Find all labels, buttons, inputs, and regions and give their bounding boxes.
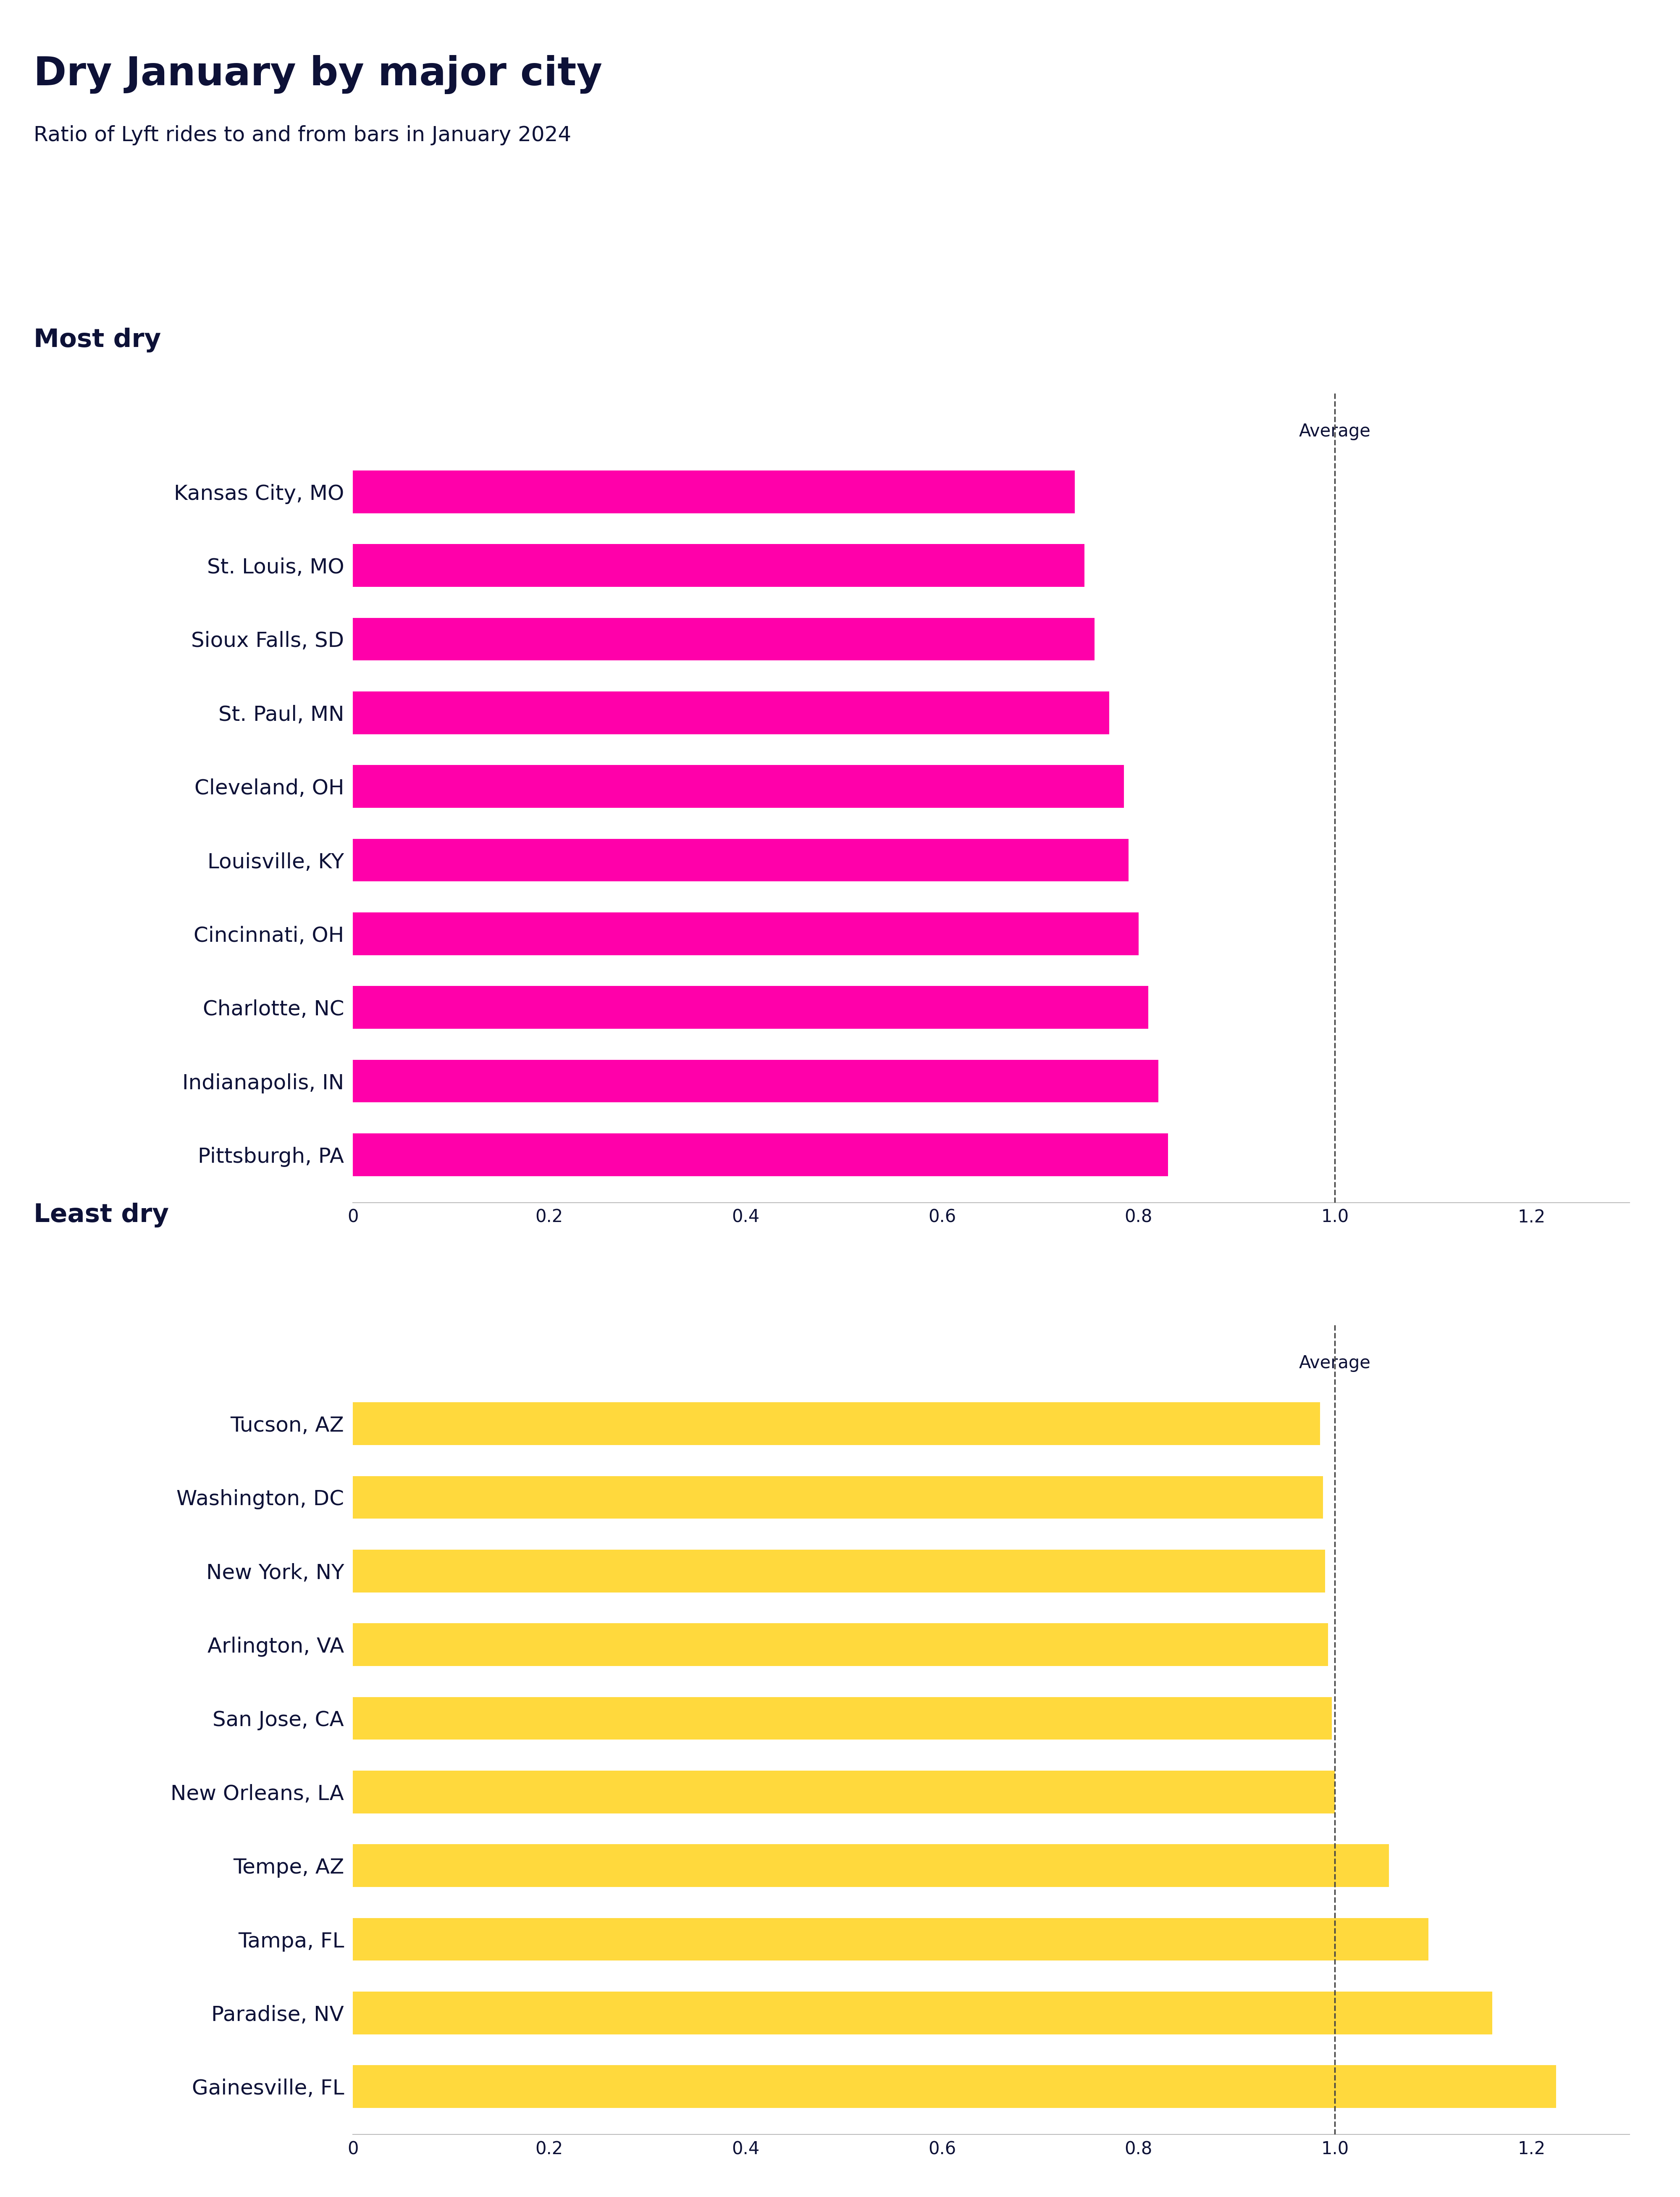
Bar [353, 545, 1085, 587]
Text: Least dry: Least dry [34, 1202, 170, 1228]
Bar [353, 765, 1124, 808]
Text: Average: Average [1299, 422, 1371, 439]
Bar [353, 912, 1139, 956]
Text: Average: Average [1299, 1356, 1371, 1373]
Bar [353, 986, 1149, 1028]
Bar [353, 1771, 1336, 1813]
Bar [353, 1918, 1428, 1960]
Text: Ratio of Lyft rides to and from bars in January 2024: Ratio of Lyft rides to and from bars in … [34, 125, 571, 145]
Bar [353, 1134, 1168, 1175]
Text: Most dry: Most dry [34, 327, 161, 352]
Bar [353, 1476, 1324, 1518]
Bar [353, 470, 1075, 514]
Bar [353, 1059, 1158, 1103]
Bar [353, 1696, 1332, 1740]
Bar [353, 1993, 1492, 2034]
Bar [353, 1549, 1326, 1593]
Text: Dry January by major city: Dry January by major city [34, 55, 601, 94]
Bar [353, 617, 1094, 661]
Bar [353, 692, 1109, 734]
Bar [353, 1624, 1329, 1665]
Bar [353, 839, 1129, 881]
Bar [353, 1402, 1320, 1446]
Bar [353, 2065, 1556, 2107]
Bar [353, 1843, 1389, 1887]
